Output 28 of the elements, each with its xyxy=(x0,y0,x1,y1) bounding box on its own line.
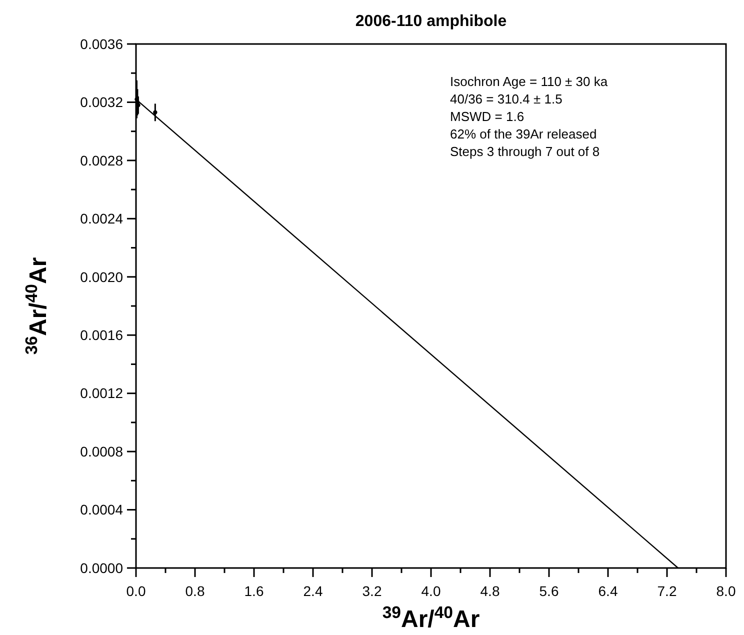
x-tick-label: 3.2 xyxy=(362,583,382,599)
y-tick-label: 0.0012 xyxy=(80,385,124,402)
annotation: MSWD = 1.6 xyxy=(450,109,524,124)
y-tick-label: 0.0020 xyxy=(80,268,124,285)
x-tick-label: 4.8 xyxy=(480,583,500,599)
annotation: Steps 3 through 7 out of 8 xyxy=(450,144,600,159)
x-tick-label: 0.0 xyxy=(126,583,146,599)
y-tick-label: 0.0032 xyxy=(80,94,124,110)
y-tick-label: 0.0004 xyxy=(80,502,124,518)
y-tick-label: 0.0008 xyxy=(80,443,124,460)
x-tick-label: 7.2 xyxy=(657,583,677,599)
x-tick-label: 6.4 xyxy=(598,583,618,599)
annotation: 40/36 = 310.4 ± 1.5 xyxy=(450,92,562,106)
x-tick-label: 8.0 xyxy=(716,583,736,599)
chart-title: 2006-110 amphibole xyxy=(355,13,507,30)
x-tick-label: 1.6 xyxy=(244,583,264,599)
x-tick-label: 2.4 xyxy=(303,583,323,599)
y-tick-label: 0.0028 xyxy=(80,152,124,168)
x-tick-label: 4.0 xyxy=(421,583,441,599)
y-tick-label: 0.0016 xyxy=(80,327,124,344)
x-axis-title: $^{39}$Ar/$^{40}$Ar xyxy=(382,602,480,633)
x-tick-label: 5.6 xyxy=(539,583,559,599)
y-tick-label: 0.0024 xyxy=(80,210,124,227)
annotation: Isochron Age = 110 ± 30 ka xyxy=(450,74,608,89)
y-tick-label: 0.0036 xyxy=(80,36,124,52)
x-tick-label: 0.8 xyxy=(185,583,205,599)
y-tick-label: 0.0000 xyxy=(80,560,124,576)
annotation: 62% of the 39Ar released xyxy=(450,126,597,142)
